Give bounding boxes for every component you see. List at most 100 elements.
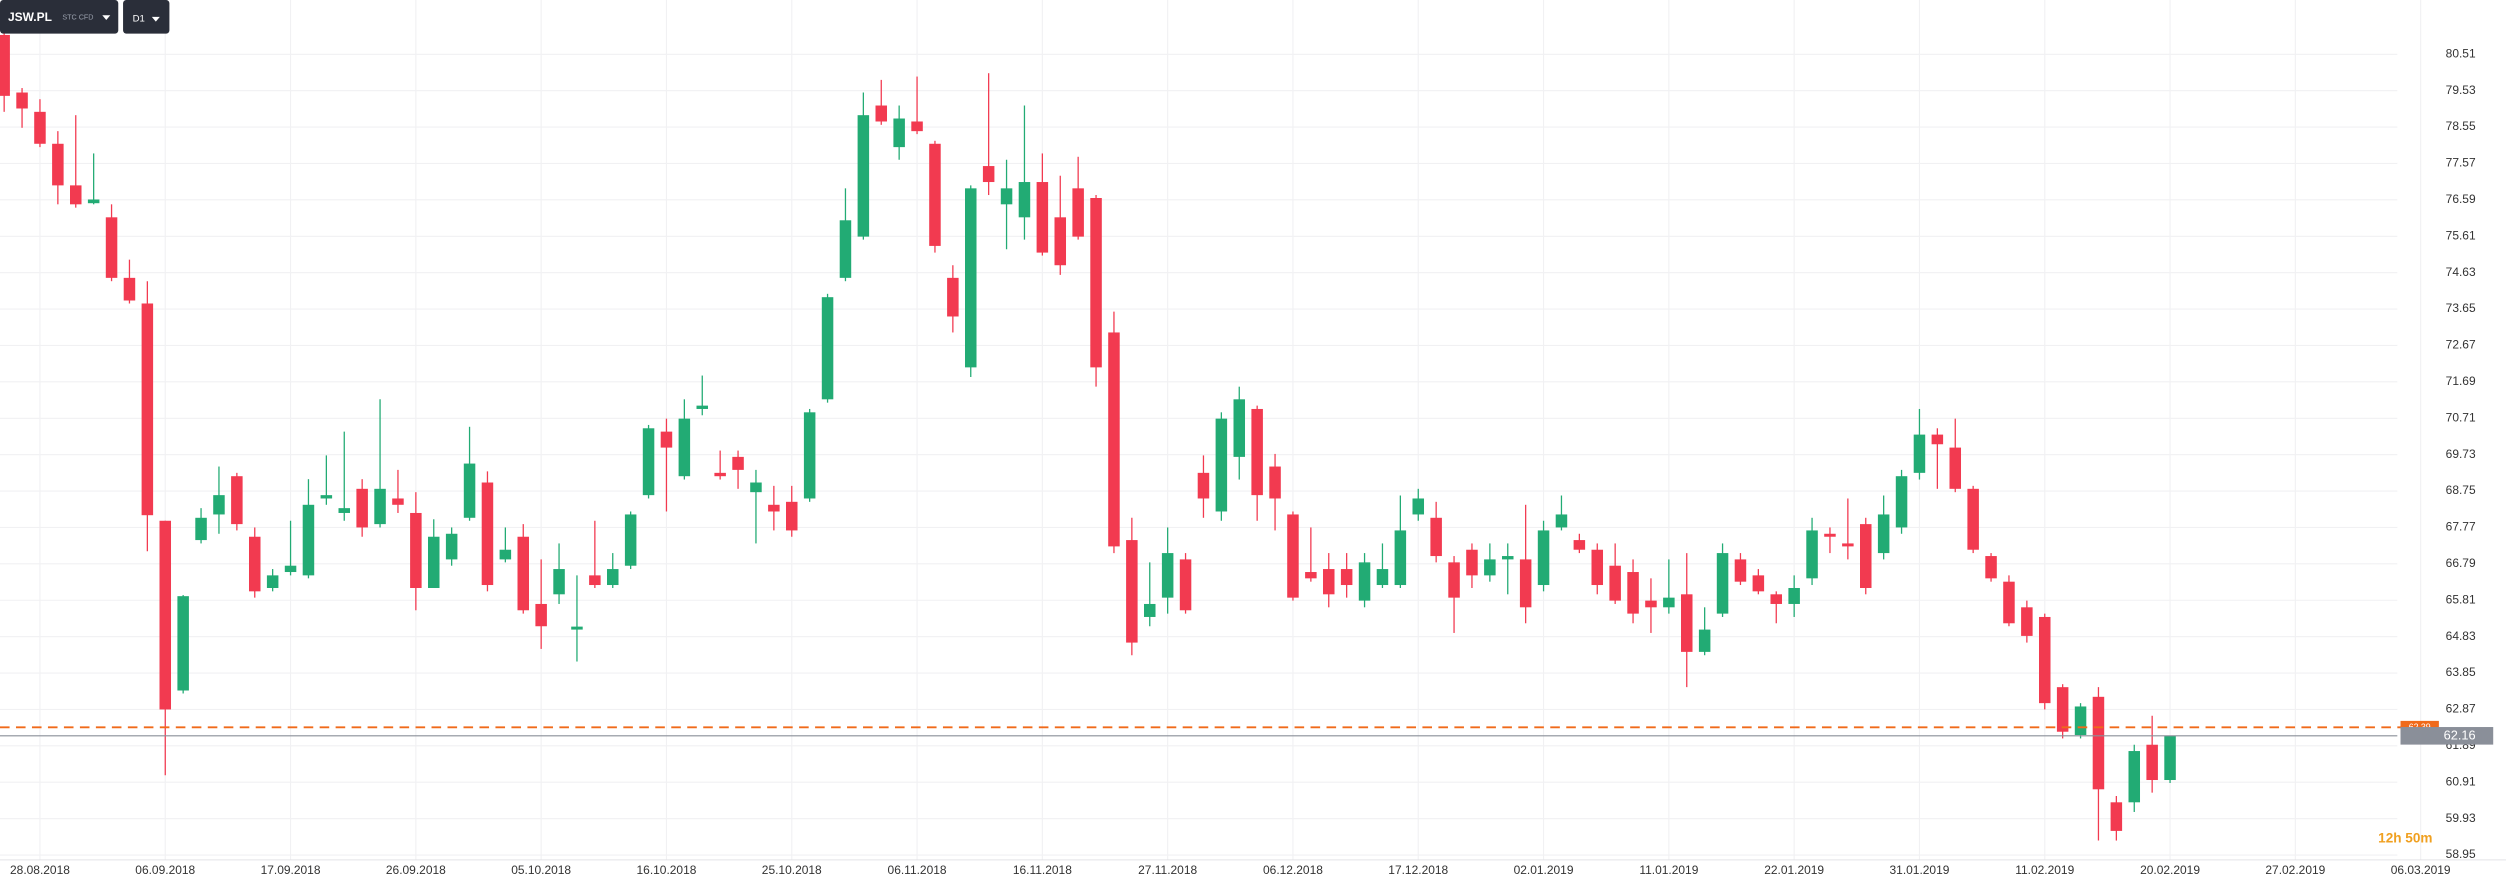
candle-body: [1484, 559, 1496, 576]
x-tick-label: 17.12.2018: [1388, 863, 1448, 877]
candle-body: [571, 626, 583, 630]
candle-body: [70, 185, 82, 205]
dropdown-caret: [151, 16, 160, 22]
candle-body: [1161, 553, 1174, 598]
grid: [0, 0, 2422, 860]
y-tick-label: 70.71: [2446, 410, 2476, 424]
symbol-box[interactable]: [0, 0, 119, 34]
candle-body: [803, 412, 816, 499]
x-tick-label: 25.10.2018: [762, 863, 822, 877]
candle-body: [1824, 533, 1836, 537]
x-tick-label: 26.09.2018: [386, 863, 446, 877]
current-price-box: [2400, 727, 2494, 745]
candle-body: [2092, 696, 2105, 790]
y-tick-label: 75.61: [2446, 228, 2476, 242]
x-tick-label: 17.09.2018: [261, 863, 321, 877]
y-tick-label: 69.73: [2446, 447, 2476, 461]
x-tick-label: 20.02.2019: [2140, 863, 2200, 877]
candle-body: [1233, 399, 1246, 457]
candle-body: [1663, 597, 1675, 608]
candle-body: [499, 549, 512, 560]
candle-body: [607, 569, 619, 586]
x-tick-label: 28.08.2018: [10, 863, 70, 877]
candle-body: [249, 536, 261, 592]
candle-body: [87, 199, 100, 204]
candle-body: [1394, 530, 1407, 586]
candle-body: [410, 512, 422, 588]
symbol-selector[interactable]: JSW.PL STC CFD: [0, 0, 119, 34]
candle-body: [1967, 488, 1979, 550]
candle-body: [678, 418, 691, 477]
y-tick-label: 60.91: [2446, 774, 2476, 788]
y-tick-label: 73.65: [2446, 301, 2476, 315]
candle-body: [105, 217, 118, 278]
y-tick-label: 78.55: [2446, 119, 2476, 133]
candle-body: [1770, 594, 1783, 604]
candle-body: [123, 277, 136, 301]
candle-body: [732, 456, 744, 470]
timeframe-box[interactable]: [123, 0, 170, 34]
candle-body: [463, 463, 476, 518]
candle-body: [1734, 559, 1747, 582]
candle-body: [1466, 549, 1478, 576]
candle-body: [1519, 559, 1532, 608]
candle-body: [1788, 587, 1800, 604]
x-tick-label: 06.11.2018: [888, 863, 947, 877]
candle-body: [660, 431, 673, 448]
candle-body: [1806, 530, 1818, 579]
x-tick-label: 02.01.2019: [1514, 863, 1574, 877]
y-tick-label: 64.83: [2446, 629, 2476, 643]
dropdown-caret: [102, 15, 111, 21]
candle-body: [1340, 569, 1353, 586]
candle-body: [947, 277, 959, 317]
y-tick-label: 58.95: [2446, 847, 2476, 861]
timeframe-selector[interactable]: D1: [123, 0, 170, 34]
candle-body: [1573, 540, 1586, 550]
y-tick-label: 80.51: [2446, 46, 2476, 60]
candle-body: [159, 520, 172, 710]
candle-body: [893, 118, 905, 148]
x-tick-label: 06.12.2018: [1263, 863, 1323, 877]
candle-body: [1627, 572, 1639, 614]
y-tick-label: 72.67: [2446, 338, 2476, 352]
candle-body: [0, 34, 10, 96]
x-tick-label: 06.03.2019: [2391, 863, 2451, 877]
candle-body: [1251, 408, 1263, 496]
candle-body: [911, 121, 923, 132]
candle-body: [284, 565, 297, 573]
timeframe: D1: [133, 14, 145, 25]
y-tick-label: 66.79: [2446, 556, 2476, 570]
candle-body: [535, 603, 547, 627]
candle-body: [320, 495, 333, 499]
candle-body: [1985, 556, 1997, 579]
candle-body: [1842, 543, 1854, 547]
candle-body: [1412, 498, 1425, 515]
candle-body: [642, 428, 655, 496]
candle-body: [1376, 569, 1389, 586]
candle-body: [875, 105, 888, 122]
y-tick-label: 59.93: [2446, 811, 2476, 825]
candle-body: [1108, 332, 1120, 547]
candle-body: [1609, 565, 1621, 601]
candle-body: [1681, 594, 1693, 652]
candle-body: [1537, 530, 1550, 586]
candle-body: [2074, 706, 2087, 736]
candle-body: [1430, 517, 1442, 557]
candle-body: [195, 517, 207, 541]
y-tick-label: 63.85: [2446, 665, 2476, 679]
candle-body: [1913, 434, 1926, 473]
candle-body: [982, 166, 995, 183]
candle-body: [1448, 562, 1460, 598]
candle-body: [768, 504, 780, 512]
candle-body: [231, 476, 243, 525]
candle-body: [553, 569, 565, 595]
candle-body: [141, 303, 154, 516]
y-tick-label: 76.59: [2446, 192, 2476, 206]
y-tick-label: 65.81: [2446, 592, 2476, 606]
candle-body: [1895, 476, 1908, 528]
x-tick-label: 16.10.2018: [637, 863, 697, 877]
y-tick-label: 77.57: [2446, 156, 2476, 170]
candle-body: [1090, 198, 1102, 368]
x-tick-label: 16.11.2018: [1013, 863, 1072, 877]
candle-body: [1555, 514, 1568, 528]
